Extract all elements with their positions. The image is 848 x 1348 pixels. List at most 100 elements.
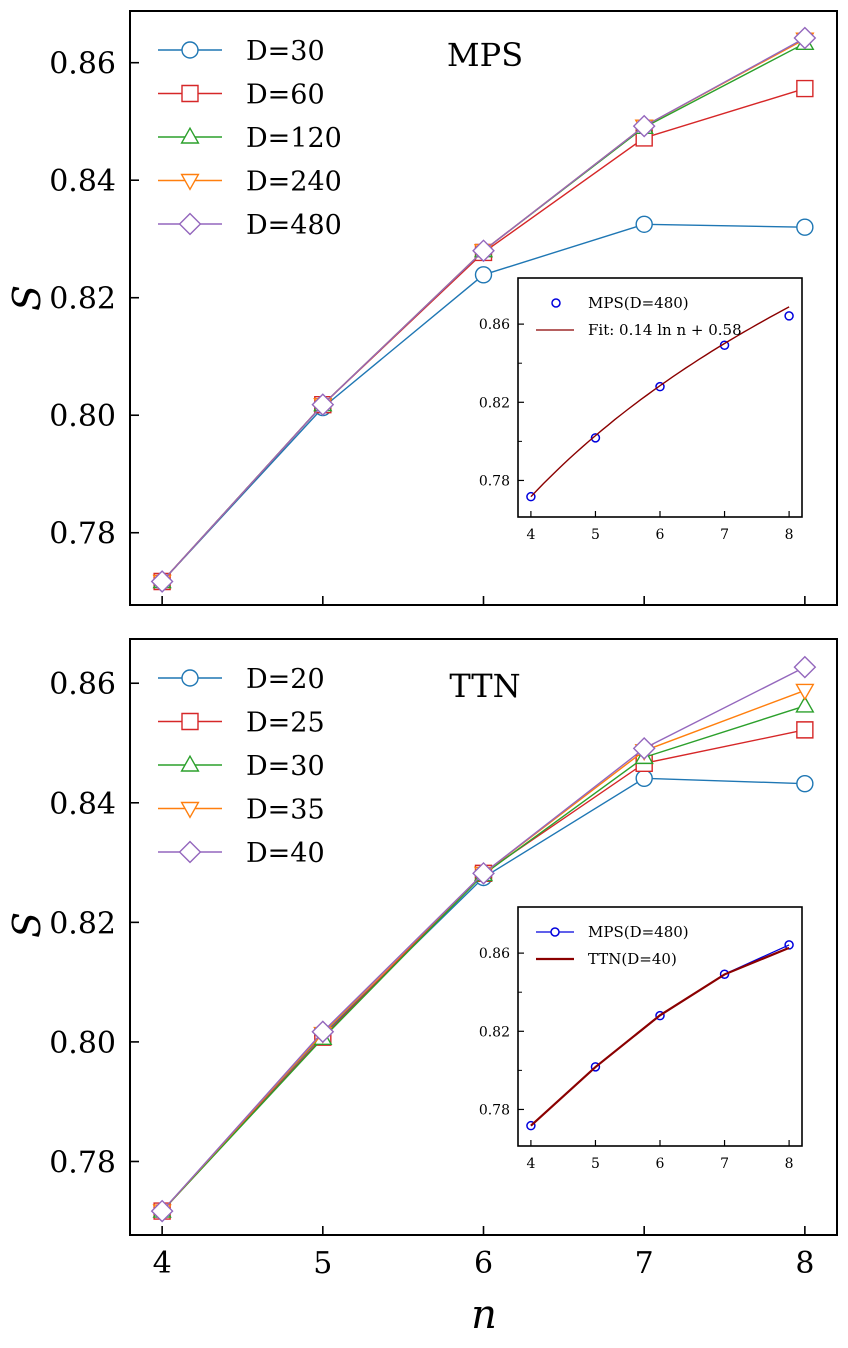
y-axis-label-bottom: S <box>5 912 49 938</box>
ttn-data-point <box>795 683 815 701</box>
mps-inset-x-tick-label: 8 <box>785 527 794 543</box>
ttn-inset-y-tick-label: 0.82 <box>479 1024 510 1040</box>
ttn-legend-label: D=20 <box>246 664 325 695</box>
mps-inset-data-point <box>526 491 536 502</box>
ttn-series-d40 <box>150 655 817 1223</box>
ttn-x-tick-label: 5 <box>313 1246 332 1281</box>
ttn-inset: 0.78 0.82 0.86 4 5 6 7 8 MPS(D=480) TTN(D=40) <box>479 906 803 1172</box>
ttn-x-tick-label: 7 <box>635 1246 654 1281</box>
mps-legend-label: D=480 <box>246 210 342 241</box>
mps-legend-label: D=240 <box>246 167 342 198</box>
mps-data-point <box>793 26 817 50</box>
mps-data-point <box>474 266 493 284</box>
ttn-legend-entry: D=20 <box>158 664 325 695</box>
mps-y-tick-label: 0.84 <box>49 164 116 199</box>
ttn-inset-x-tick-label: 8 <box>785 1156 794 1172</box>
ttn-inset-data-point <box>526 1120 536 1131</box>
ttn-legend-entry: D=25 <box>158 708 325 739</box>
mps-inset-data-point <box>655 381 665 392</box>
ttn-legend-marker <box>178 840 202 864</box>
mps-series-d480 <box>150 26 817 593</box>
mps-legend-marker <box>180 173 200 191</box>
ttn-legend-label: D=30 <box>246 751 325 782</box>
mps-data-point <box>635 215 653 233</box>
mps-y-tick-label: 0.86 <box>49 47 116 82</box>
ttn-legend-label: D=40 <box>246 838 325 869</box>
ttn-data-point <box>632 737 656 760</box>
mps-inset-fit-curve <box>530 306 790 498</box>
ttn-inset-y-tick-label: 0.78 <box>479 1102 510 1118</box>
ttn-y-tick-label: 0.84 <box>49 787 116 822</box>
mps-legend-marker <box>181 84 199 103</box>
mps-inset-series <box>530 306 790 498</box>
mps-inset-legend-marker <box>551 298 561 308</box>
mps-legend-entry: D=120 <box>158 123 342 154</box>
ttn-inset-legend-marker <box>550 927 560 937</box>
ttn-inset-x-tick-label: 5 <box>591 1156 600 1172</box>
mps-panel: 0.78 0.80 0.82 0.84 0.86 MPS D=30 D=60 D=120 D=24… <box>49 10 838 606</box>
ttn-data-point <box>150 1199 174 1223</box>
mps-data-point <box>150 570 174 593</box>
mps-data-point <box>632 114 656 138</box>
ttn-inset-series <box>530 946 790 1127</box>
ttn-legend-marker <box>181 712 199 731</box>
mps-legend-label: D=60 <box>246 80 325 111</box>
ttn-y-tick-label: 0.78 <box>49 1145 116 1180</box>
ttn-inset-data-point <box>655 1010 665 1021</box>
ttn-inset-y-tick-label: 0.86 <box>479 946 510 962</box>
ttn-inset-series-line <box>530 946 790 1127</box>
mps-inset-y-tick-label: 0.86 <box>479 317 510 333</box>
ttn-data-point <box>472 861 495 885</box>
mps-inset-data-point <box>784 311 794 321</box>
ttn-panel: 0.78 0.80 0.82 0.84 0.86 4 5 6 7 8 TTN D=20 D=25 D=30… <box>49 638 838 1281</box>
ttn-data-point <box>635 769 653 787</box>
ttn-legend-marker <box>180 801 200 819</box>
ttn-inset-x-tick-label: 6 <box>656 1156 665 1172</box>
mps-inset-x-tick-label: 5 <box>591 527 600 543</box>
mps-panel-title: MPS <box>447 36 523 74</box>
x-axis-label: n <box>471 1292 497 1338</box>
ttn-legend-label: D=25 <box>246 708 325 739</box>
ttn-data-point <box>793 655 817 679</box>
ttn-inset-data-point <box>590 1062 601 1072</box>
ttn-inset-x-tick-label: 7 <box>720 1156 729 1172</box>
mps-inset-legend-entry: MPS(D=480) <box>551 294 689 312</box>
mps-y-tick-label: 0.78 <box>49 517 116 552</box>
mps-inset-legend-entry: Fit: 0.14 ln n + 0.58 <box>536 321 742 339</box>
mps-inset: 0.78 0.82 0.86 4 5 6 7 8 MPS(D=480) Fit: 0.14 ln … <box>479 277 803 543</box>
mps-inset-series <box>526 311 794 502</box>
mps-y-tick-label: 0.80 <box>49 399 116 434</box>
mps-inset-y-tick-label: 0.78 <box>479 473 510 489</box>
ttn-inset-legend-label: MPS(D=480) <box>588 923 689 941</box>
mps-inset-legend-label: Fit: 0.14 ln n + 0.58 <box>588 321 742 339</box>
mps-data-point <box>472 239 495 263</box>
mps-inset-frame <box>517 277 803 518</box>
mps-legend-entry: D=60 <box>158 80 325 111</box>
ttn-inset-frame <box>517 906 803 1147</box>
ttn-legend-label: D=35 <box>246 795 325 826</box>
mps-data-point <box>796 218 814 236</box>
mps-inset-legend-label: MPS(D=480) <box>588 294 689 312</box>
ttn-data-point <box>796 774 814 793</box>
ttn-y-tick-label: 0.82 <box>49 906 116 941</box>
mps-legend-entry: D=480 <box>158 210 342 241</box>
mps-legend-label: D=120 <box>246 123 342 154</box>
mps-legend-entry: D=240 <box>158 167 342 198</box>
ttn-inset-legend-entry: TTN(D=40) <box>536 950 677 968</box>
ttn-data-point <box>796 721 814 739</box>
ttn-y-tick-label: 0.80 <box>49 1026 116 1061</box>
ttn-data-point <box>795 695 815 713</box>
ttn-legend-marker <box>180 754 200 772</box>
ttn-legend-marker <box>181 669 199 687</box>
mps-legend-label: D=30 <box>246 36 325 67</box>
mps-legend-entry: D=30 <box>158 36 325 67</box>
mps-legend-marker <box>180 126 200 144</box>
mps-data-point <box>796 79 814 98</box>
mps-legend-marker <box>178 212 202 236</box>
mps-inset-x-tick-label: 6 <box>656 527 665 543</box>
ttn-y-tick-label: 0.86 <box>49 667 116 702</box>
ttn-inset-legend-label: TTN(D=40) <box>588 950 677 968</box>
mps-inset-data-point <box>590 433 601 443</box>
ttn-legend-entry: D=35 <box>158 795 325 826</box>
